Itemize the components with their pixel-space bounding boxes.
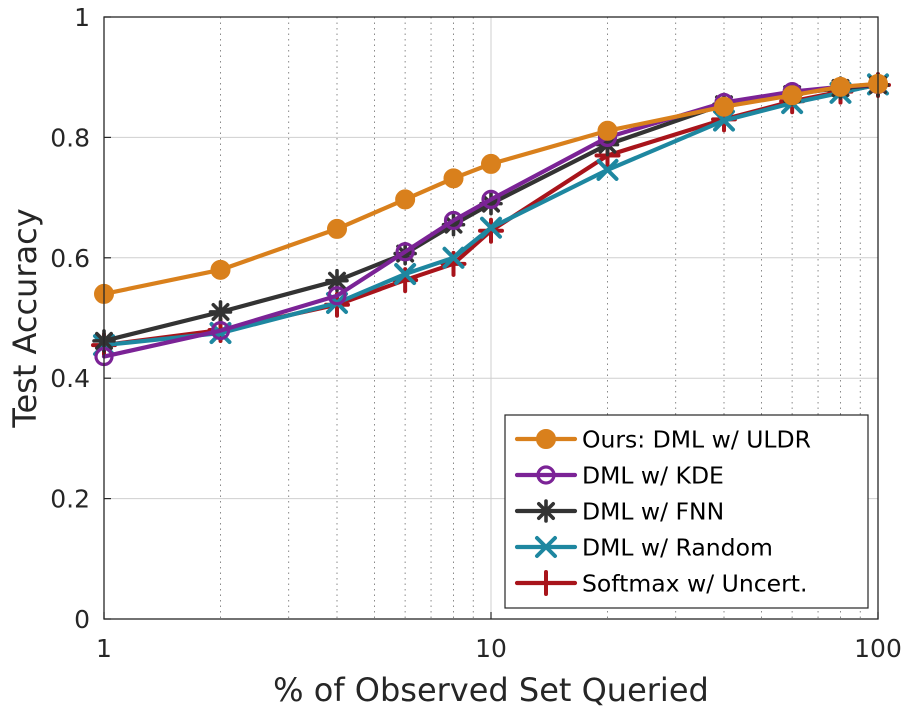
data-point-x — [442, 246, 465, 269]
data-point-asterisk — [534, 499, 558, 523]
legend: Ours: DML w/ ULDR DML w/ KDE DML w/ FNN DML… — [504, 414, 869, 609]
data-point-asterisk — [479, 191, 503, 216]
x-tick-label: 1 — [96, 634, 112, 663]
data-point-filled-circle — [536, 429, 556, 449]
data-point-filled-circle — [481, 153, 501, 174]
series-line — [101, 82, 881, 359]
data-point-filled-circle — [443, 168, 464, 189]
data-point-plus — [533, 570, 559, 596]
y-tick-label: 0.6 — [50, 244, 90, 273]
y-tick-label: 0.8 — [50, 123, 90, 152]
data-point-filled-circle — [713, 96, 734, 117]
x-tick-label: 10 — [475, 634, 507, 663]
y-tick-label: 0.4 — [50, 364, 90, 393]
data-point-open-circle — [536, 465, 556, 485]
data-point-open-circle — [210, 321, 231, 341]
tick-labels: 1 10 100 0 0.2 0.4 0.6 0.8 1 — [50, 3, 902, 663]
data-point-filled-circle — [782, 85, 803, 106]
data-point-plus — [478, 217, 504, 244]
legend-item: Ours: DML w/ ULDR — [514, 426, 811, 454]
legend-label: Softmax w/ Uncert. — [582, 570, 807, 598]
data-point-open-circle — [327, 286, 347, 306]
data-point-x — [596, 158, 619, 181]
x-tick-label: 100 — [854, 634, 902, 663]
data-point-asterisk — [441, 212, 466, 237]
x-axis-title: % of Observed Set Queried — [273, 671, 709, 709]
data-point-filled-circle — [830, 76, 851, 97]
legend-item: DML w/ Random — [514, 534, 773, 562]
data-point-filled-circle — [395, 189, 416, 210]
series-1 — [94, 73, 888, 304]
legend-label: DML w/ KDE — [582, 462, 724, 490]
legend-item: Softmax w/ Uncert. — [514, 570, 807, 598]
data-point-x — [394, 263, 417, 286]
y-tick-label: 0 — [74, 605, 90, 634]
data-point-filled-circle — [210, 259, 231, 280]
legend-item: DML w/ KDE — [514, 462, 724, 490]
data-point-x — [535, 536, 557, 558]
data-point-filled-circle — [597, 120, 618, 141]
legend-item: DML w/ FNN — [514, 498, 724, 526]
y-tick-label: 1 — [74, 3, 90, 32]
data-point-open-circle — [481, 189, 501, 210]
legend-label: DML w/ FNN — [582, 498, 724, 526]
data-point-asterisk — [325, 268, 349, 293]
data-point-filled-circle — [326, 218, 347, 239]
data-point-open-circle — [395, 242, 415, 262]
data-point-open-circle — [443, 210, 464, 231]
data-point-x — [480, 216, 502, 239]
legend-label: DML w/ Random — [582, 534, 773, 562]
legend-label: Ours: DML w/ ULDR — [582, 426, 811, 454]
y-tick-label: 0.2 — [50, 485, 90, 514]
series-group — [91, 72, 891, 367]
y-axis-title: Test Accuracy — [6, 208, 44, 428]
data-point-asterisk — [208, 300, 233, 324]
